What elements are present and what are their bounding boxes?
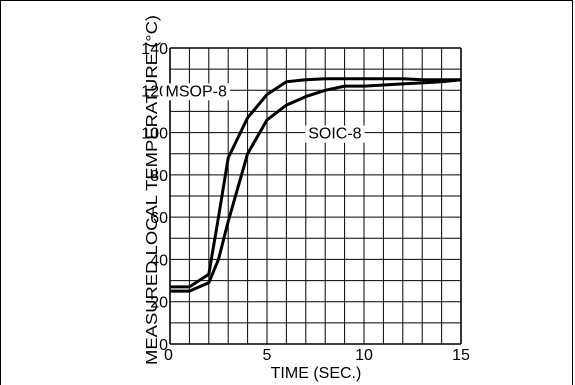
series-label-msop-8: MSOP-8	[162, 83, 230, 101]
series-label-background	[305, 125, 365, 143]
y-tick-label: 20	[150, 295, 168, 312]
x-axis-label: TIME (SEC.)	[271, 365, 362, 382]
y-tick-label: 60	[150, 210, 168, 227]
x-tick-label: 5	[263, 347, 272, 364]
series-line-soic-8	[170, 78, 462, 293]
tick-labels: 0 20 40 60 80 100 120 140 0 5 10 15	[141, 41, 470, 364]
series-labels: MSOP-8 SOIC-8	[162, 83, 365, 143]
x-tick-label: 10	[355, 347, 373, 364]
series-label-text: MSOP-8	[166, 83, 227, 100]
series-label-background	[162, 83, 230, 101]
y-tick-label: 40	[150, 252, 168, 269]
x-tick-label: 0	[164, 347, 173, 364]
y-tick-label: 0	[159, 337, 168, 354]
series-label-text: SOIC-8	[308, 126, 361, 143]
series-label-soic-8: SOIC-8	[305, 125, 365, 143]
y-axis-label: MEASURED LOCAL TEMPERATURE (°C)	[144, 15, 161, 365]
series-lines	[170, 77, 462, 293]
series-line-msop-8	[170, 77, 461, 289]
grid	[169, 47, 462, 345]
y-tick-label: 80	[150, 168, 168, 185]
y-tick-label: 140	[141, 41, 168, 58]
x-tick-label: 15	[452, 347, 470, 364]
y-tick-label: 100	[141, 126, 168, 143]
y-tick-label: 120	[141, 83, 168, 100]
